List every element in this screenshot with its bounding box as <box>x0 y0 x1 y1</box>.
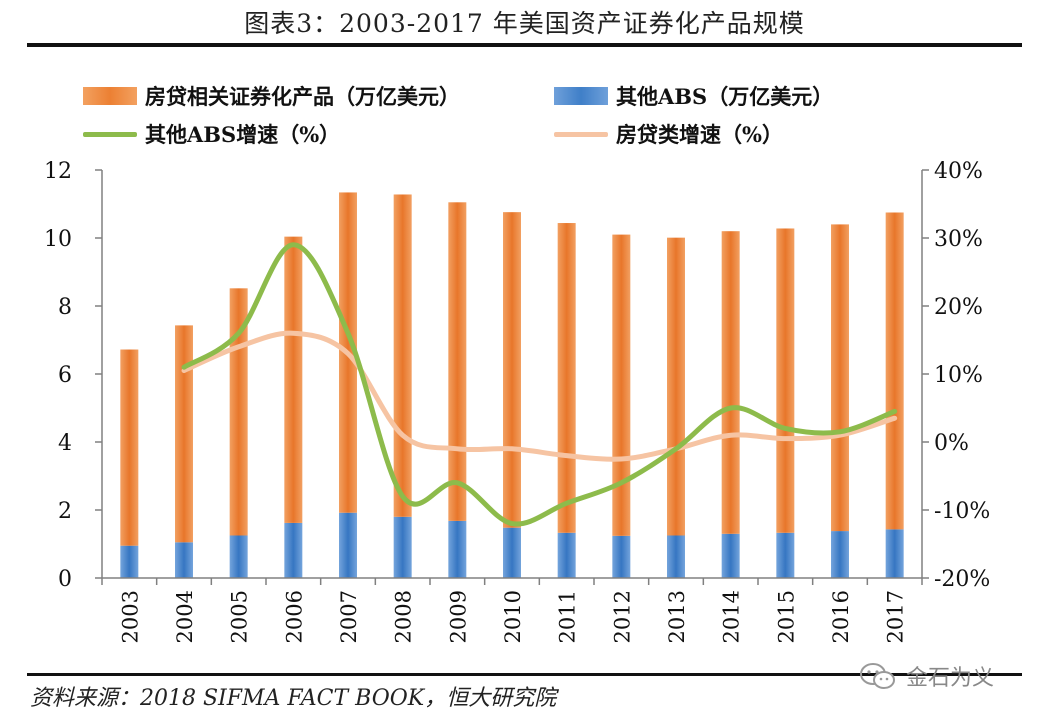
bar-other-abs-2012 <box>612 535 631 578</box>
line-other-abs-growth <box>181 242 898 527</box>
y-right-tick-label: 0% <box>934 431 969 456</box>
legend-other-abs-growth-swatch <box>83 131 137 137</box>
bar-mortgage-2010 <box>503 212 521 528</box>
bar-mortgage-2006 <box>284 236 303 523</box>
footer-rule <box>27 673 1022 676</box>
x-tick-label: 2008 <box>392 590 416 643</box>
x-tick-label: 2003 <box>118 590 142 643</box>
bar-mortgage-2013 <box>667 237 685 536</box>
x-tick-label: 2013 <box>665 590 689 643</box>
chart-title: 图表3：2003-2017 年美国资产证券化产品规模 <box>244 9 805 38</box>
bar-mortgage-2012 <box>612 234 631 536</box>
bar-other-abs-2007 <box>339 512 357 578</box>
bar-other-abs-2008 <box>393 516 412 578</box>
y-right-tick-label: 40% <box>934 159 983 184</box>
bar-other-abs-2004 <box>175 542 193 578</box>
legend-other-abs-growth: 其他ABS增速（%） <box>83 119 340 149</box>
legend-mortgage-growth-label: 房贷类增速（%） <box>616 122 783 147</box>
legend-mortgage-label: 房贷相关证券化产品（万亿美元） <box>145 84 460 109</box>
x-tick-label: 2017 <box>884 590 908 643</box>
watermark: 金石为义 <box>858 660 994 692</box>
bar-mortgage-2017 <box>885 212 904 530</box>
y-right-tick-label: 30% <box>934 227 983 252</box>
y-left-tick-label: 0 <box>58 567 72 592</box>
legend-other-abs-growth-label: 其他ABS增速（%） <box>145 122 341 147</box>
bar-other-abs-2003 <box>120 545 139 578</box>
y-left-tick-label: 6 <box>58 363 72 388</box>
y-right-tick-label: 20% <box>934 295 983 320</box>
bar-mortgage-2011 <box>557 223 576 533</box>
wechat-icon <box>860 663 895 689</box>
x-tick-label: 2009 <box>446 590 470 643</box>
bar-other-abs-2011 <box>557 532 576 578</box>
bar-other-abs-2014 <box>721 533 740 578</box>
legend-mortgage-growth: 房贷类增速（%） <box>554 119 783 149</box>
x-tick-label: 2014 <box>720 590 744 643</box>
y-right-tick-label: -20% <box>934 567 990 592</box>
x-tick-label: 2005 <box>228 590 252 643</box>
bar-mortgage-2008 <box>393 194 412 517</box>
source-note: 资料来源：2018 SIFMA FACT BOOK，恒大研究院 <box>30 686 557 711</box>
x-tick-label: 2016 <box>829 590 853 643</box>
x-tick-label: 2010 <box>501 590 525 643</box>
bar-other-abs-2016 <box>831 531 849 578</box>
legend-mortgage: 房贷相关证券化产品（万亿美元） <box>83 81 460 111</box>
bar-mortgage-2003 <box>120 349 139 546</box>
bar-mortgage-2016 <box>831 224 849 532</box>
y-right-tick-label: 10% <box>934 363 983 388</box>
bar-mortgage-2009 <box>448 202 467 521</box>
bar-mortgage-2014 <box>721 231 740 534</box>
legend-mortgage-swatch <box>83 87 137 105</box>
bar-other-abs-2005 <box>229 535 248 578</box>
legend-other-abs: 其他ABS（万亿美元） <box>554 81 833 111</box>
line-mortgage-growth <box>181 330 898 462</box>
x-tick-label: 2004 <box>173 590 197 643</box>
bar-other-abs-2006 <box>284 522 303 578</box>
bar-other-abs-2010 <box>503 527 521 578</box>
y-left-tick-label: 2 <box>58 499 72 524</box>
title-underline <box>27 43 1022 47</box>
y-left-tick-label: 12 <box>44 159 72 184</box>
legend-other-abs-swatch <box>554 87 608 105</box>
legend-mortgage-growth-swatch <box>554 131 608 137</box>
x-tick-label: 2007 <box>337 590 361 643</box>
y-right-tick-label: -10% <box>934 499 990 524</box>
watermark-text: 金石为义 <box>906 666 995 691</box>
x-tick-label: 2012 <box>610 590 634 643</box>
x-tick-label: 2015 <box>774 590 798 643</box>
legend-other-abs-label: 其他ABS（万亿美元） <box>616 84 834 109</box>
x-tick-label: 2006 <box>282 590 306 643</box>
bar-other-abs-2017 <box>885 529 904 578</box>
bar-mortgage-2004 <box>175 325 193 543</box>
y-left-tick-label: 8 <box>58 295 72 320</box>
bar-mortgage-2015 <box>776 228 795 533</box>
bar-other-abs-2009 <box>448 520 467 578</box>
x-tick-label: 2011 <box>556 590 580 643</box>
bar-other-abs-2015 <box>776 532 795 578</box>
bar-other-abs-2013 <box>667 535 685 578</box>
y-left-tick-label: 10 <box>44 227 72 252</box>
y-left-tick-label: 4 <box>58 431 72 456</box>
